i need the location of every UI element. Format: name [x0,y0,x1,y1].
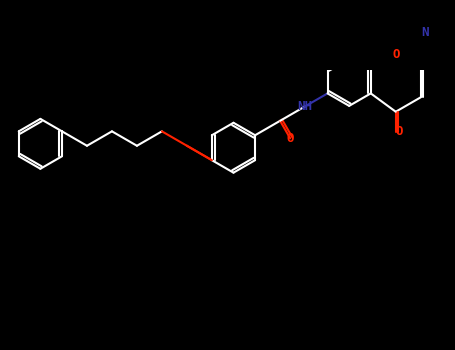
Text: N: N [421,26,429,39]
Text: O: O [396,125,404,138]
Text: O: O [393,48,400,61]
Text: NH: NH [298,100,313,113]
Text: O: O [287,132,294,145]
